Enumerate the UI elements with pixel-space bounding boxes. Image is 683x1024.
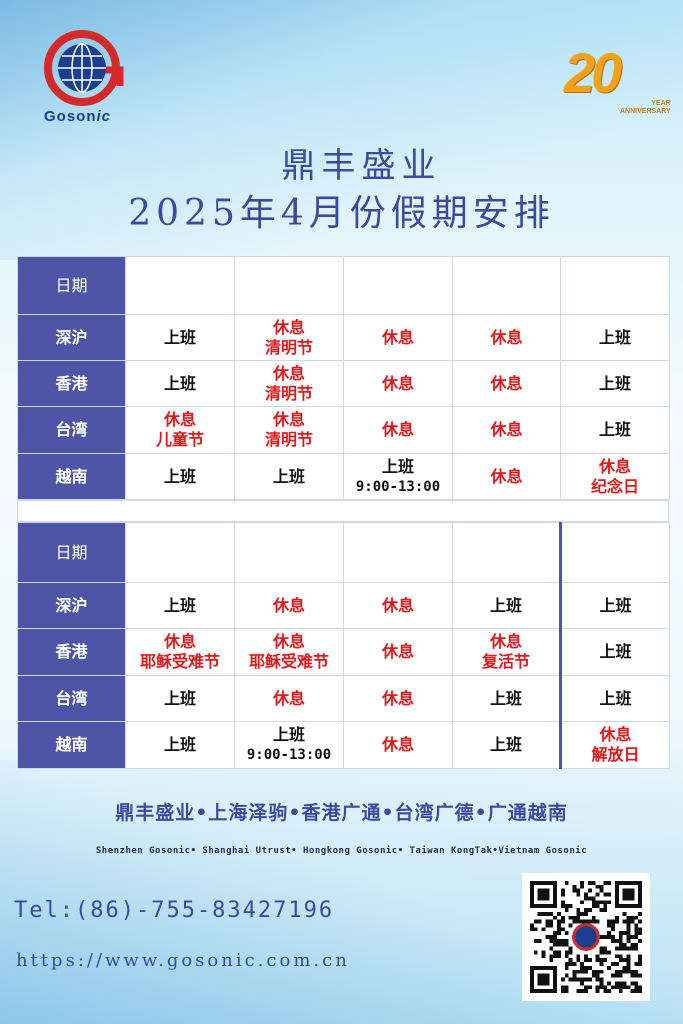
schedule-cell: 休息 bbox=[452, 314, 561, 361]
date-header-label: 日期 bbox=[17, 522, 126, 583]
schedule-cell: 休息 清明节 bbox=[234, 360, 344, 407]
schedule-cell: 上班 9:00-13:00 bbox=[343, 453, 453, 500]
table-row: 台湾 上班 休息 休息 上班 上班 bbox=[17, 675, 670, 722]
page-title: 2025年4月份假期安排 bbox=[128, 193, 555, 234]
schedule-cell: 上班 bbox=[452, 582, 561, 629]
schedule-cell: 休息 清明节 bbox=[234, 314, 344, 361]
company-list: 鼎丰盛业•上海泽驹•香港广通•台湾广德•广通越南 bbox=[115, 802, 568, 824]
schedule-cell: 上班 bbox=[125, 360, 235, 407]
schedule-cell: 上班 bbox=[125, 721, 235, 769]
schedule-cell: 休息 解放日 bbox=[559, 721, 670, 769]
qr-code bbox=[522, 873, 650, 1001]
region-label: 深沪 bbox=[17, 582, 126, 629]
company-title: 鼎丰盛业 bbox=[281, 146, 442, 186]
schedule-cell: 休息 耶稣受难节 bbox=[234, 628, 344, 676]
table-header-row: 日期 4月3日 星期四 4月4日 星期五 4月5日 星期六 4月6日 星期日 4月7日星… bbox=[17, 256, 670, 315]
schedule-cell: 上班 9:00-13:00 bbox=[234, 721, 344, 769]
date-header: 4月4日 星期五 bbox=[234, 256, 344, 315]
region-label: 深沪 bbox=[17, 314, 126, 361]
schedule-cell: 休息 bbox=[343, 721, 453, 769]
region-label: 越南 bbox=[17, 453, 126, 500]
schedule-cell: 休息 bbox=[452, 406, 561, 454]
schedule-cell: 上班 bbox=[559, 628, 670, 676]
date-header: 4月30日 星期三 bbox=[559, 522, 670, 583]
date-header: 4月21日 星期一 bbox=[452, 522, 561, 583]
schedule-cell: 上班 bbox=[125, 453, 235, 500]
table-row: 香港 上班 休息 清明节 休息 休息 上班 bbox=[17, 360, 670, 407]
date-header: 4月3日 星期四 bbox=[125, 256, 235, 315]
schedule-cell: 休息 bbox=[343, 360, 453, 407]
schedule-cell: 休息 耶稣受难节 bbox=[125, 628, 235, 676]
region-label: 越南 bbox=[17, 721, 126, 769]
schedule-cell: 上班 bbox=[559, 675, 670, 722]
schedule-cell: 休息 儿童节 bbox=[125, 406, 235, 454]
logo-wordmark: Gosonic bbox=[44, 108, 112, 125]
schedule-cell: 休息 bbox=[343, 314, 453, 361]
date-header: 4月7日 星期一 bbox=[560, 256, 670, 315]
schedule-cell: 休息 纪念日 bbox=[560, 453, 670, 500]
schedule-cell: 休息 bbox=[452, 360, 561, 407]
anniversary-text: YEAR ANNIVERSARY bbox=[620, 100, 671, 115]
date-header: 4月6日 星期日 bbox=[452, 256, 561, 315]
schedule-cell: 休息 清明节 bbox=[234, 406, 344, 454]
schedule-cell: 休息 复活节 bbox=[452, 628, 561, 676]
holiday-table-1: 日期 4月3日 星期四 4月4日 星期五 4月5日 星期六 4月6日 星期日 4月7日星… bbox=[17, 256, 670, 500]
schedule-cell: 休息 bbox=[343, 582, 453, 629]
table-row: 深沪 上班 休息 休息 上班 上班 bbox=[17, 582, 670, 629]
table-row: 越南 上班 上班 9:00-13:00 休息 上班 休息 解放日 bbox=[17, 721, 670, 769]
schedule-cell: 休息 bbox=[234, 582, 344, 629]
schedule-cell: 休息 bbox=[343, 406, 453, 454]
region-label: 香港 bbox=[17, 360, 126, 407]
schedule-cell: 上班 bbox=[452, 721, 561, 769]
table-row: 越南 上班 上班 上班 9:00-13:00 休息 休息 纪念日 bbox=[17, 453, 670, 500]
date-header: 4月20日 星期日 bbox=[343, 522, 453, 583]
region-label: 台湾 bbox=[17, 675, 126, 722]
table-header-row: 日期 4月18日 星期五 4月19日 星期六 4月20日 星期日 4月21日 星期一 4… bbox=[17, 522, 670, 583]
schedule-cell: 上班 bbox=[560, 406, 670, 454]
schedule-cell: 休息 bbox=[452, 453, 561, 500]
table-row: 深沪 上班 休息 清明节 休息 休息 上班 bbox=[17, 314, 670, 361]
schedule-cell: 休息 bbox=[234, 675, 344, 722]
anniversary-number: 20 bbox=[564, 41, 622, 104]
schedule-cell: 休息 bbox=[343, 675, 453, 722]
qr-code-icon bbox=[530, 881, 642, 993]
gosonic-logo: Gosonic bbox=[40, 28, 140, 133]
table-divider bbox=[17, 500, 669, 522]
background-top-swoosh bbox=[0, 0, 683, 260]
company-list-english: Shenzhen Gosonic• Shanghai Utrust• Hongk… bbox=[95, 846, 588, 856]
schedule-cell: 上班 bbox=[560, 314, 670, 361]
schedule-cell: 上班 bbox=[125, 314, 235, 361]
region-label: 香港 bbox=[17, 628, 126, 676]
table-row: 台湾 休息 儿童节 休息 清明节 休息 休息 上班 bbox=[17, 406, 670, 454]
schedule-cell: 休息 bbox=[343, 628, 453, 676]
date-header: 4月5日 星期六 bbox=[343, 256, 453, 315]
schedule-cell: 上班 bbox=[559, 582, 670, 629]
table-row: 香港 休息 耶稣受难节 休息 耶稣受难节 休息 休息 复活节 上班 bbox=[17, 628, 670, 676]
globe-logo-icon bbox=[44, 30, 124, 106]
website-url: https://www.gosonic.com.cn bbox=[16, 950, 350, 971]
schedule-cell: 上班 bbox=[125, 582, 235, 629]
region-label: 台湾 bbox=[17, 406, 126, 454]
schedule-cell: 上班 bbox=[125, 675, 235, 722]
schedule-cell: 上班 bbox=[560, 360, 670, 407]
anniversary-badge: 20 YEAR ANNIVERSARY bbox=[562, 40, 671, 120]
date-header: 4月18日 星期五 bbox=[125, 522, 235, 583]
telephone: Tel:(86)-755-83427196 bbox=[14, 898, 335, 923]
date-header: 4月19日 星期六 bbox=[234, 522, 344, 583]
date-header-label: 日期 bbox=[17, 256, 126, 315]
holiday-table-2: 日期 4月18日 星期五 4月19日 星期六 4月20日 星期日 4月21日 星期一 4… bbox=[17, 522, 670, 769]
schedule-cell: 上班 bbox=[452, 675, 561, 722]
schedule-cell: 上班 bbox=[234, 453, 344, 500]
